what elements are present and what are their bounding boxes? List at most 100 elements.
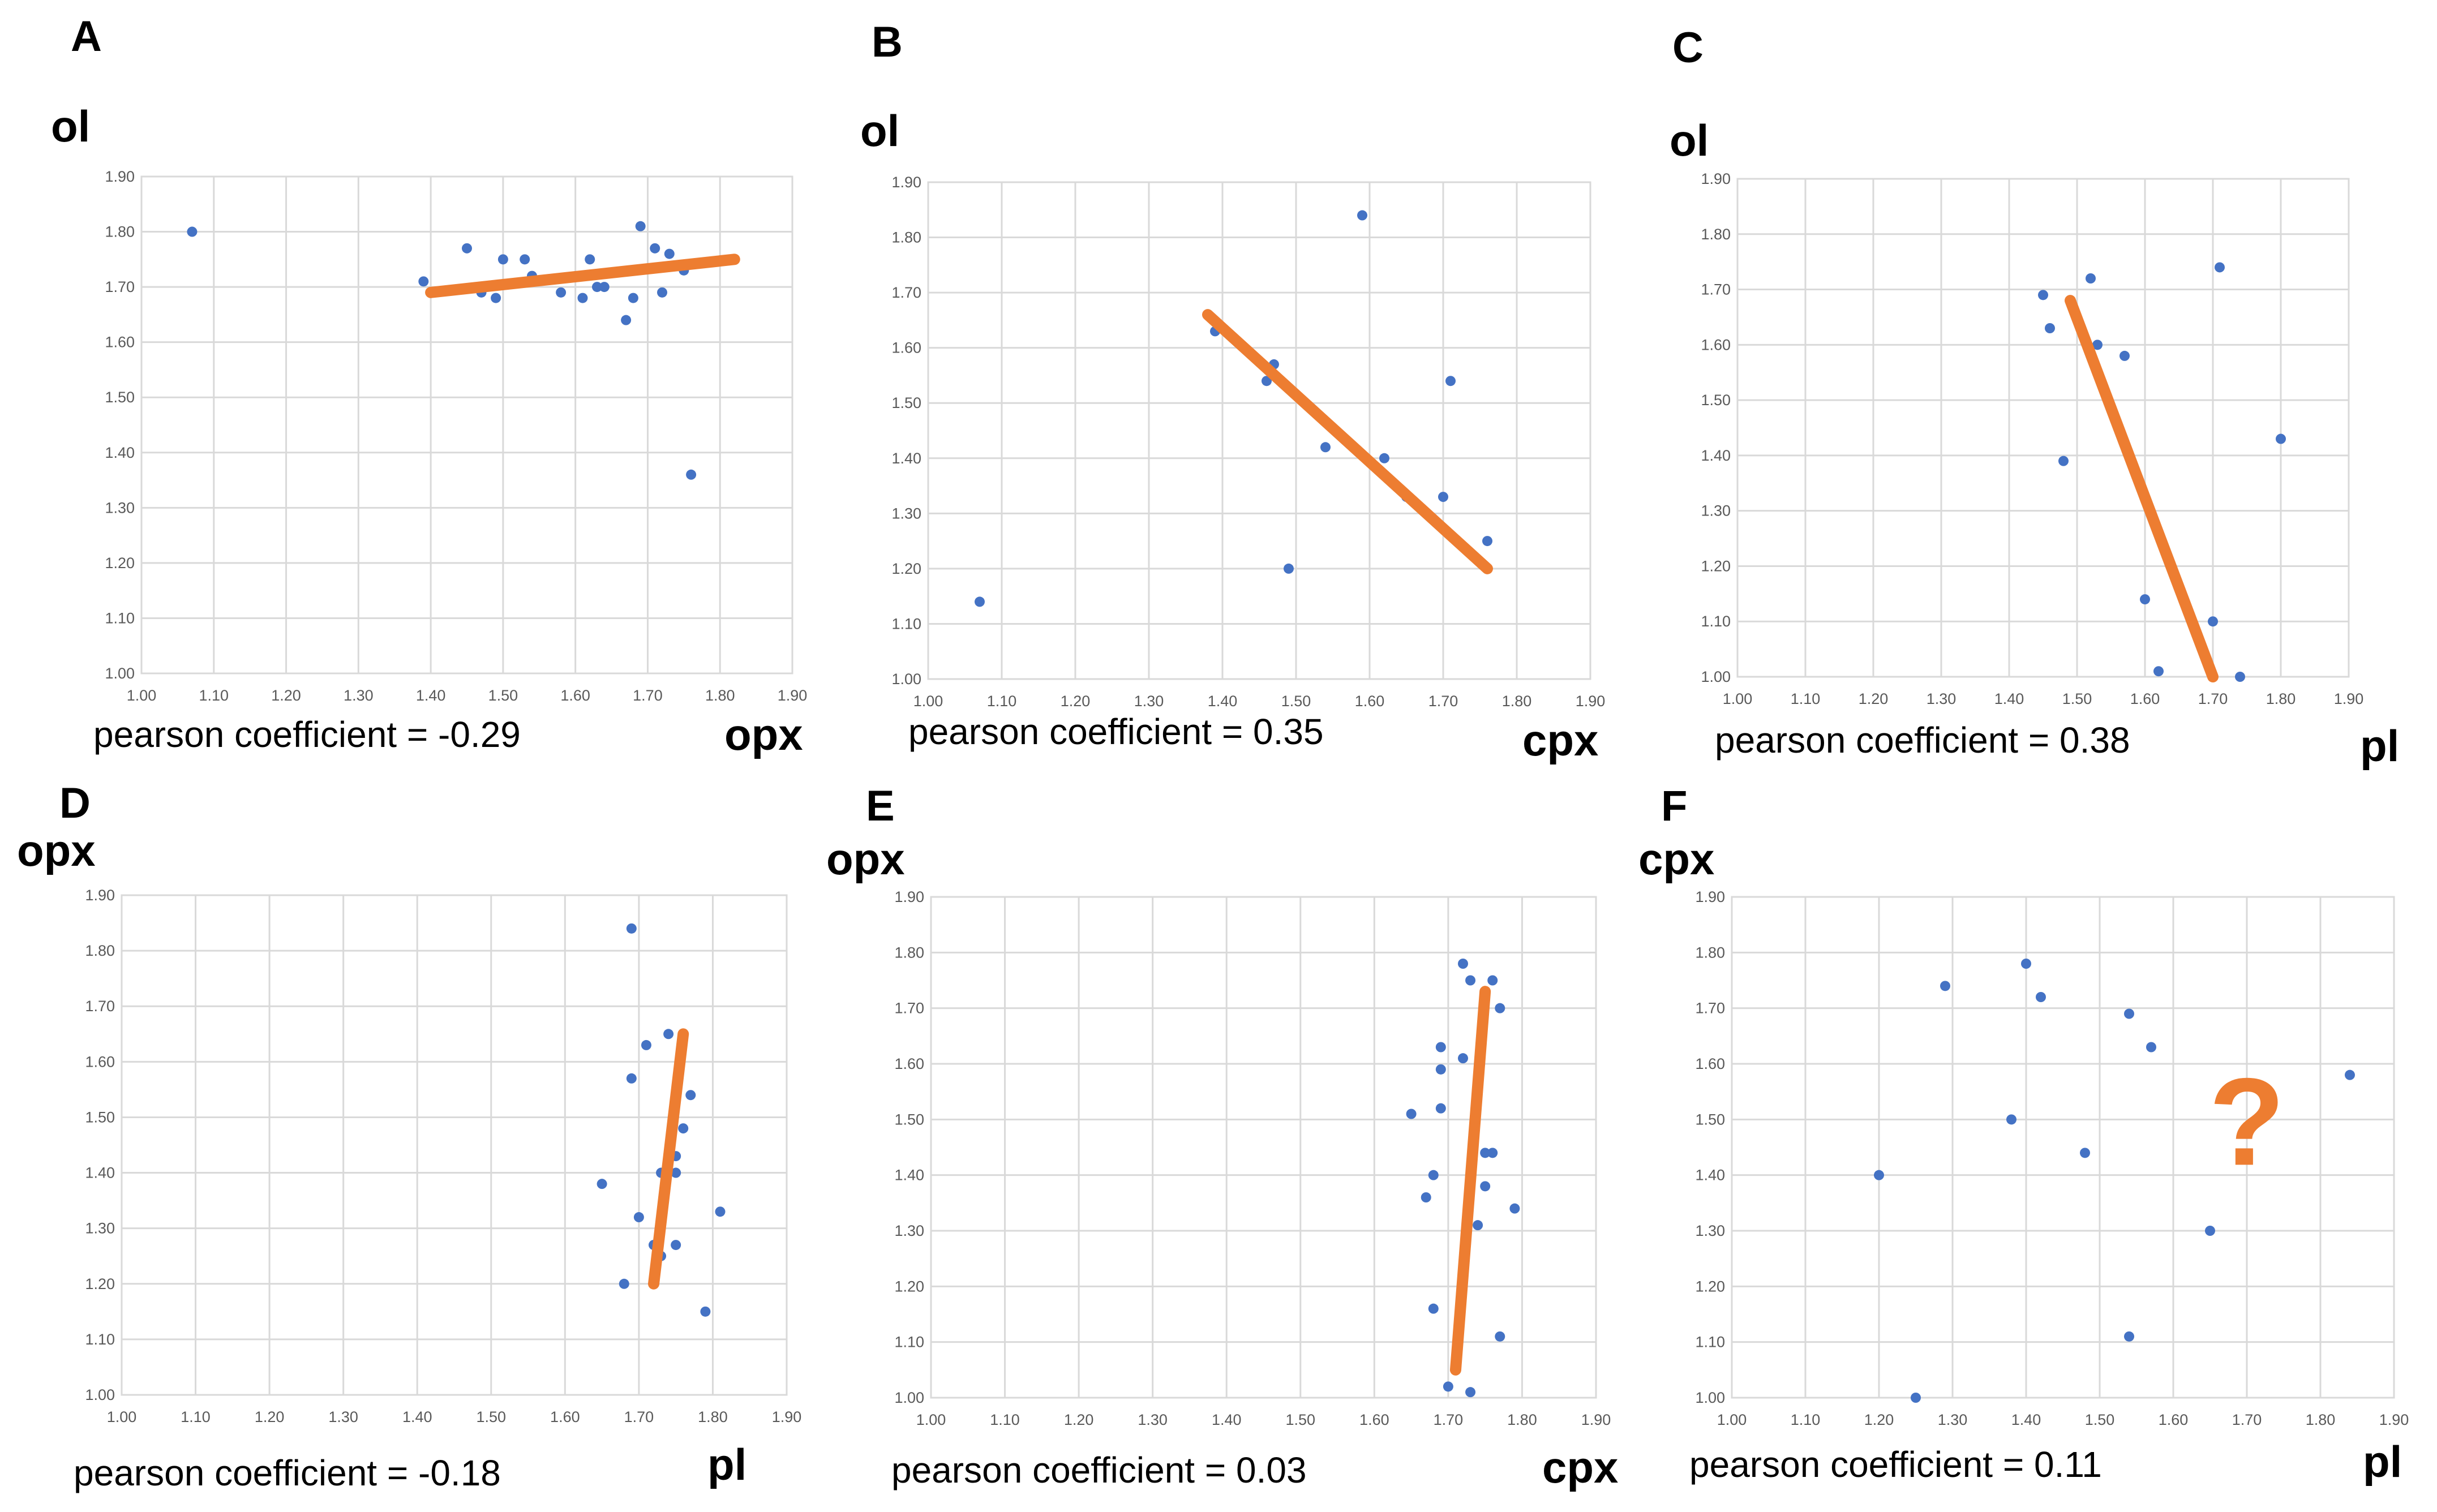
- y-tick-label: 1.70: [105, 278, 135, 295]
- data-point: [1445, 376, 1456, 386]
- x-tick-label: 1.20: [1864, 1411, 1894, 1428]
- y-tick-label: 1.50: [894, 1111, 924, 1128]
- x-tick-label: 1.00: [1717, 1411, 1747, 1428]
- data-point: [599, 282, 610, 293]
- y-tick-label: 1.10: [894, 1334, 924, 1351]
- data-point: [975, 596, 985, 607]
- data-point: [715, 1206, 726, 1217]
- y-tick-label: 1.80: [894, 944, 924, 961]
- pearson-coefficient-label: pearson coefficient = 0.11: [1689, 1444, 2102, 1485]
- data-point: [633, 1212, 644, 1223]
- x-tick-label: 1.30: [1927, 690, 1957, 707]
- data-point: [2124, 1331, 2134, 1342]
- x-tick-label: 1.70: [2198, 690, 2228, 707]
- data-point: [2205, 1226, 2215, 1236]
- x-tick-label: 1.70: [2232, 1411, 2262, 1428]
- data-point: [678, 1123, 689, 1134]
- x-tick-label: 1.90: [1581, 1411, 1611, 1428]
- y-tick-label: 1.00: [1695, 1389, 1725, 1406]
- x-tick-label: 1.00: [107, 1408, 137, 1425]
- data-point: [1458, 1053, 1468, 1064]
- data-point: [1487, 1148, 1498, 1158]
- pearson-coefficient-label: pearson coefficient = 0.35: [908, 711, 1324, 752]
- x-tick-label: 1.10: [990, 1411, 1020, 1428]
- data-points: [2038, 262, 2286, 682]
- x-tick-label: 1.70: [1434, 1411, 1464, 1428]
- y-tick-label: 1.60: [1695, 1055, 1725, 1072]
- y-tick-label: 1.40: [1695, 1167, 1725, 1184]
- data-point: [2215, 262, 2225, 273]
- y-tick-label: 1.90: [1701, 170, 1731, 187]
- x-tick-label: 1.90: [2334, 690, 2364, 707]
- y-tick-label: 1.20: [894, 1278, 924, 1295]
- y-tick-label: 1.70: [85, 998, 115, 1015]
- data-point: [2080, 1148, 2090, 1158]
- y-tick-label: 1.70: [894, 1000, 924, 1017]
- panel-letter: A: [71, 12, 102, 61]
- data-point: [187, 226, 198, 237]
- x-tick-label: 1.30: [1938, 1411, 1968, 1428]
- x-tick-label: 1.50: [1281, 693, 1311, 710]
- panel-f: 1.00 1.00 1.10 1.10 1.20 1.20 1.30 1.30 1.40 1.40…: [1638, 782, 2409, 1487]
- data-point: [1284, 563, 1294, 574]
- data-point: [2036, 992, 2046, 1002]
- data-point: [700, 1306, 711, 1317]
- x-tick-label: 1.10: [199, 687, 229, 704]
- y-axis-label: ol: [1670, 115, 1709, 165]
- gridlines: [121, 894, 788, 1396]
- data-point: [657, 287, 667, 298]
- data-points: [597, 923, 726, 1317]
- y-tick-label: 1.30: [891, 505, 921, 522]
- x-tick-label: 1.10: [1791, 1411, 1821, 1428]
- plot-area: [140, 175, 793, 675]
- y-tick-label: 1.50: [891, 394, 921, 411]
- x-tick-label: 1.00: [127, 687, 157, 704]
- y-tick-label: 1.70: [1701, 281, 1731, 298]
- x-tick-label: 1.20: [255, 1408, 285, 1425]
- y-tick-label: 1.80: [1701, 226, 1731, 243]
- x-tick-label: 1.20: [271, 687, 301, 704]
- data-point: [2045, 323, 2055, 333]
- y-tick-label: 1.70: [1695, 1000, 1725, 1017]
- y-tick-label: 1.20: [891, 560, 921, 577]
- data-point: [1435, 1103, 1446, 1114]
- x-axis-label: opx: [724, 710, 803, 759]
- x-tick-label: 1.00: [916, 1411, 946, 1428]
- data-point: [2092, 340, 2103, 350]
- panel-letter: D: [59, 779, 91, 827]
- data-point: [663, 1029, 674, 1040]
- panel-letter: B: [872, 18, 903, 66]
- data-point: [635, 221, 646, 231]
- data-point: [2345, 1069, 2355, 1080]
- y-tick-label: 1.20: [1695, 1278, 1725, 1295]
- data-point: [621, 315, 632, 325]
- y-tick-label: 1.00: [894, 1389, 924, 1406]
- y-tick-label: 1.80: [105, 224, 135, 240]
- x-tick-label: 1.70: [1428, 693, 1458, 710]
- panel-letter: F: [1661, 782, 1687, 830]
- y-tick-label: 1.70: [891, 284, 921, 301]
- y-tick-label: 1.10: [85, 1331, 115, 1348]
- x-tick-label: 1.40: [1994, 690, 2024, 707]
- x-tick-label: 1.90: [772, 1408, 802, 1425]
- x-tick-label: 1.60: [2130, 690, 2160, 707]
- data-point: [2146, 1042, 2156, 1053]
- y-tick-label: 1.10: [891, 615, 921, 632]
- data-point: [1874, 1170, 1884, 1180]
- data-points: [1406, 959, 1520, 1398]
- trendline: [2065, 295, 2219, 682]
- data-points: [187, 221, 697, 480]
- x-tick-label: 1.40: [1212, 1411, 1242, 1428]
- x-tick-label: 1.50: [2085, 1411, 2115, 1428]
- y-tick-label: 1.10: [1695, 1334, 1725, 1351]
- data-point: [2276, 433, 2286, 444]
- data-point: [1428, 1303, 1439, 1314]
- y-tick-label: 1.20: [85, 1275, 115, 1292]
- x-tick-label: 1.70: [624, 1408, 654, 1425]
- data-point: [592, 282, 602, 293]
- trendline: [648, 1028, 689, 1290]
- plot-area: [1736, 178, 2350, 678]
- data-point: [1495, 1003, 1505, 1013]
- y-tick-label: 1.20: [1701, 557, 1731, 574]
- x-tick-label: 1.20: [1061, 693, 1091, 710]
